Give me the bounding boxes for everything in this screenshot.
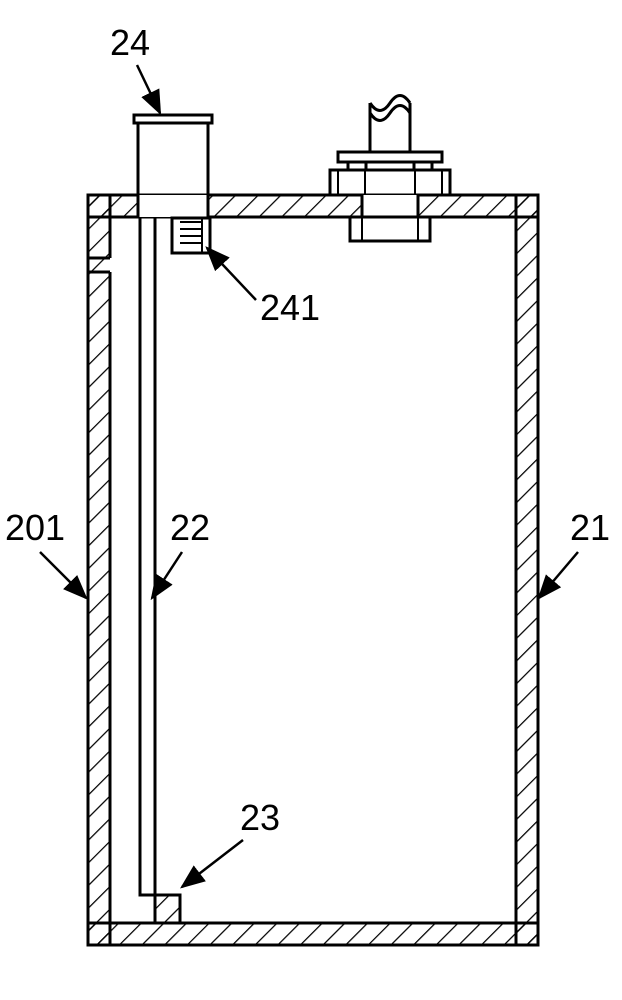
label-24: 24 — [110, 22, 150, 63]
arrow-241 — [207, 248, 256, 300]
left-wall — [88, 195, 110, 945]
terminal-hole — [362, 195, 418, 217]
label-241: 241 — [260, 287, 320, 328]
terminal-under-boss — [350, 217, 430, 241]
diagram-canvas: 24 241 201 22 21 23 — [0, 0, 622, 1000]
bottom-wall — [88, 923, 538, 945]
label-201: 201 — [5, 507, 65, 548]
component-241 — [172, 218, 210, 253]
label-23: 23 — [240, 797, 280, 838]
arrow-201 — [40, 552, 86, 598]
label-22: 22 — [170, 507, 210, 548]
arrow-24 — [137, 65, 160, 113]
right-wall — [516, 195, 538, 945]
label-21: 21 — [570, 507, 610, 548]
arrow-23 — [182, 840, 243, 887]
port-24 — [134, 115, 212, 195]
port-24-hole — [138, 195, 208, 217]
right-terminal — [330, 96, 450, 196]
inner-partition — [140, 217, 180, 923]
arrow-21 — [539, 552, 578, 598]
